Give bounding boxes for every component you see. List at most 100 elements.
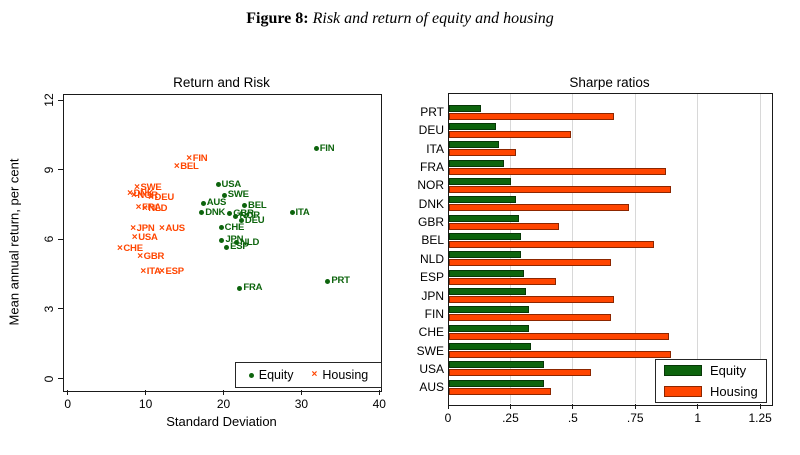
y-tick-label: 3: [42, 305, 56, 313]
housing-bar: [449, 167, 667, 175]
scatter-point-dot: [237, 285, 243, 291]
equity-bar: [449, 379, 544, 387]
scatter-point-dot: [224, 244, 230, 250]
y-tick-mark: [58, 308, 63, 310]
scatter-point-x: ×: [186, 153, 193, 165]
figure-title: Risk and return of equity and housing: [312, 10, 554, 27]
scatter-point-label: AUS: [206, 197, 227, 209]
x-tick-label: .75: [626, 411, 644, 425]
scatter-point-label: GBR: [143, 250, 165, 262]
equity-bar: [449, 251, 522, 259]
scatter-y-axis-label: Mean annual return, per cent: [6, 158, 22, 326]
housing-bar: [449, 259, 612, 267]
scatter-point-dot: [219, 237, 225, 243]
x-tick-label: 30: [294, 397, 309, 411]
scatter-chart-title: Return and Risk: [173, 75, 270, 90]
housing-bar: [449, 240, 654, 248]
scatter-point-dot: [289, 210, 295, 216]
scatter-x-axis-label: Standard Deviation: [166, 414, 277, 429]
scatter-point-label: BEL: [180, 161, 199, 173]
scatter-point-dot: [313, 146, 319, 152]
bar-category-label: DEU: [418, 123, 444, 138]
equity-bar: [449, 159, 504, 167]
scatter-point-label: NLD: [148, 203, 168, 215]
y-tick-label: 12: [42, 93, 56, 107]
equity-bar: [449, 141, 499, 149]
equity-bar: [449, 104, 482, 112]
housing-bar: [449, 314, 612, 322]
y-tick-mark: [58, 169, 63, 171]
bar-category-label: ESP: [419, 270, 444, 285]
scatter-point-dot: [215, 182, 221, 188]
x-tick-mark: [223, 390, 224, 395]
scatter-point-x: ×: [134, 182, 140, 194]
x-tick-mark: [697, 404, 699, 409]
equity-bar: [449, 177, 512, 185]
equity-bar: [449, 306, 529, 314]
scatter-point-label: ESP: [230, 241, 249, 253]
scatter-point-label: AUS: [165, 222, 185, 234]
housing-x-icon: ×: [311, 369, 318, 380]
scatter-point-label: NLD: [240, 236, 260, 248]
scatter-legend-equity: Equity: [248, 368, 294, 382]
y-tick-label: 9: [42, 166, 56, 174]
housing-swatch-icon: [664, 386, 702, 397]
housing-bar: [449, 296, 614, 303]
x-tick-mark: [145, 390, 147, 395]
bar-legend-housing: Housing: [664, 384, 758, 399]
scatter-point-x: ×: [141, 203, 148, 215]
scatter-point-x: ×: [159, 222, 165, 234]
scatter-legend: Equity × Housing: [235, 362, 382, 388]
bar-category-label: PRT: [420, 105, 444, 119]
x-tick-mark: [634, 404, 636, 409]
scatter-point-label: FIN: [192, 153, 208, 165]
equity-bar: [449, 361, 544, 369]
housing-bar: [449, 112, 614, 120]
scatter-point-x: ×: [116, 242, 123, 254]
scatter-chart-panel: Return and Risk Mean annual return, per …: [0, 70, 400, 455]
x-tick-label: 20: [216, 397, 231, 411]
bar-legend: Equity Housing: [655, 359, 767, 403]
bar-legend-equity: Equity: [664, 363, 758, 378]
equity-bar: [449, 122, 497, 130]
scatter-point-dot: [227, 211, 233, 217]
scatter-legend-housing-label: Housing: [322, 368, 369, 382]
scatter-legend-housing: × Housing: [312, 368, 369, 382]
scatter-point-dot: [233, 213, 239, 219]
grid-line: [634, 94, 636, 403]
y-tick-mark: [58, 238, 63, 240]
scatter-point-label: JPN: [225, 235, 243, 245]
scatter-point-x: ×: [159, 265, 165, 277]
grid-line: [697, 94, 699, 403]
housing-bar: [449, 130, 572, 138]
equity-bar: [449, 214, 519, 222]
x-tick-label: .5: [567, 411, 578, 425]
equity-bar: [449, 288, 527, 295]
scatter-plot-area: [63, 94, 382, 392]
equity-bar: [449, 324, 529, 332]
scatter-point-x: ×: [131, 232, 138, 244]
bar-category-label: NLD: [419, 251, 444, 266]
scatter-point-label: FRA: [243, 282, 263, 294]
scatter-point-label: NOR: [137, 190, 158, 202]
x-tick-mark: [67, 390, 69, 395]
bar-category-label: AUS: [419, 380, 444, 395]
scatter-point-label: ITA: [295, 206, 310, 218]
bar-category-label: CHE: [418, 325, 444, 340]
x-tick-label: .25: [502, 411, 519, 425]
scatter-point-dot: [221, 192, 227, 198]
bar-category-label: FRA: [420, 160, 444, 175]
scatter-point-label: USA: [221, 178, 242, 190]
x-tick-mark: [759, 404, 761, 409]
equity-dot-icon: [248, 372, 254, 378]
x-tick-mark: [509, 404, 511, 409]
bar-legend-equity-label: Equity: [710, 363, 747, 378]
x-tick-label: 40: [372, 397, 386, 411]
scatter-point-label: NOR: [239, 210, 260, 222]
grid-line: [509, 94, 511, 403]
equity-swatch-icon: [664, 365, 702, 376]
housing-bar: [449, 369, 592, 377]
figure-number: Figure 8:: [246, 10, 309, 27]
x-tick-label: 1: [694, 411, 702, 425]
